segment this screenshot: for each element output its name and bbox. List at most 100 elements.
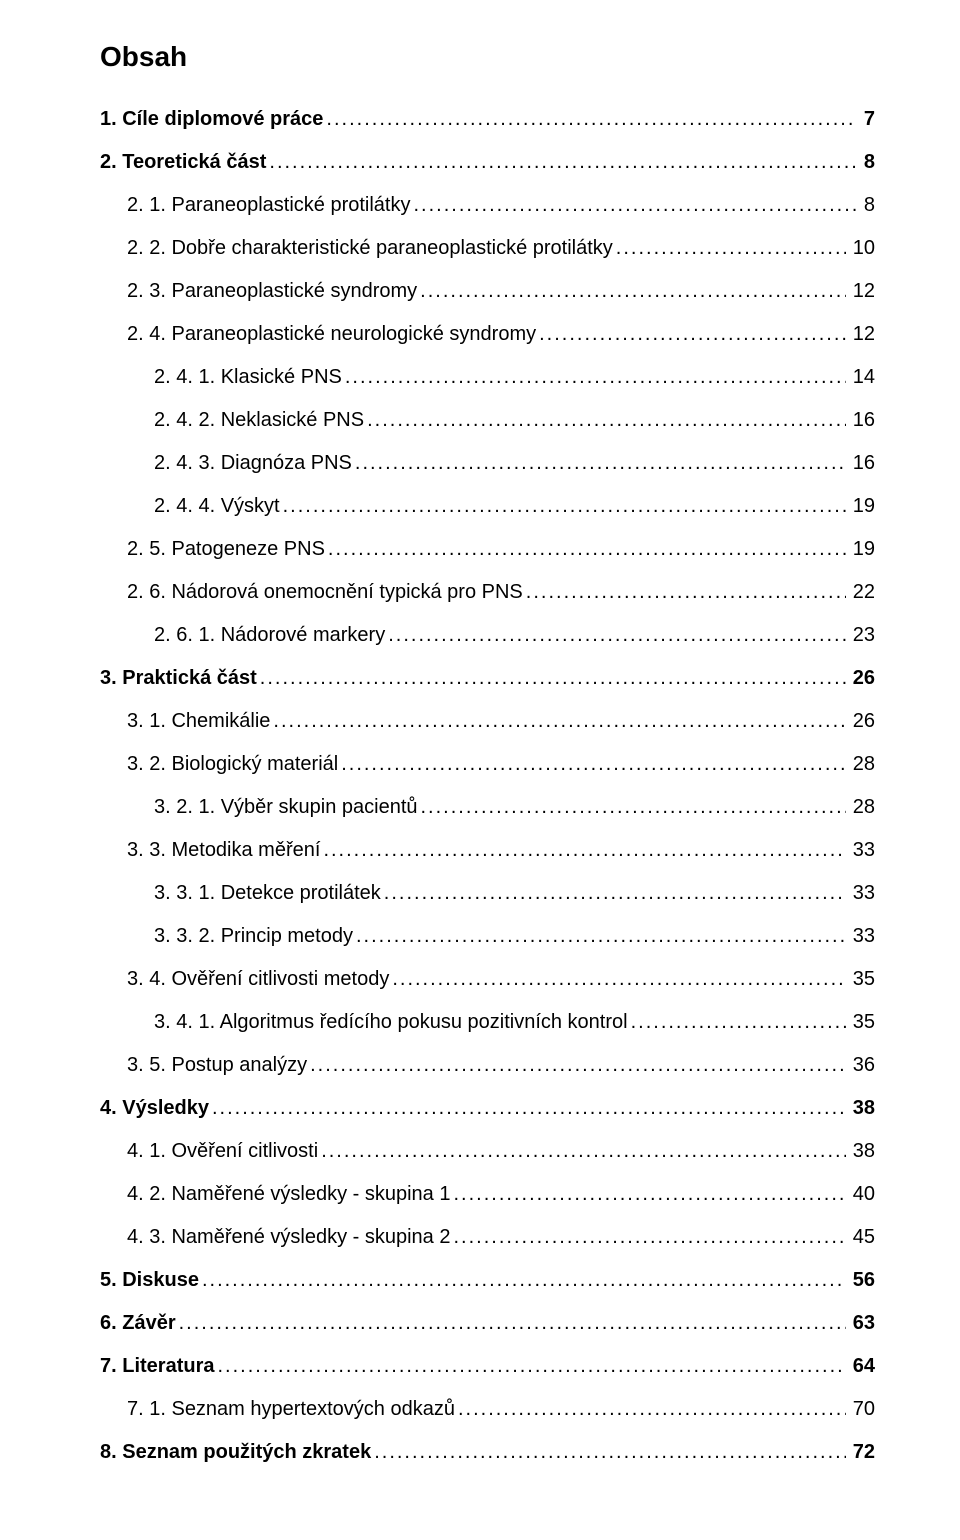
toc-entry-label: 6. Závěr (100, 1308, 176, 1338)
toc-leader-dots (414, 190, 857, 220)
toc-entry-page: 12 (853, 276, 875, 306)
toc-leader-dots (421, 792, 846, 822)
toc-leader-dots (420, 276, 846, 306)
toc-entry: 2. 4. Paraneoplastické neurologické synd… (100, 319, 875, 349)
toc-leader-dots (454, 1222, 846, 1252)
toc-entry-page: 28 (853, 792, 875, 822)
toc-entry-page: 26 (853, 663, 875, 693)
toc-entry-label: 2. 4. 3. Diagnóza PNS (154, 448, 352, 478)
toc-entry-label: 4. Výsledky (100, 1093, 209, 1123)
toc-entry: 3. 1. Chemikálie 26 (100, 706, 875, 736)
toc-entry: 3. 4. Ověření citlivosti metody 35 (100, 964, 875, 994)
toc-entry-page: 8 (864, 190, 875, 220)
toc-entry-page: 26 (853, 706, 875, 736)
toc-entry-page: 64 (853, 1351, 875, 1381)
toc-entry-page: 33 (853, 835, 875, 865)
toc-entry-page: 14 (853, 362, 875, 392)
toc-leader-dots (283, 491, 846, 521)
toc-entry-label: 2. 4. 1. Klasické PNS (154, 362, 342, 392)
toc-entry: 2. 5. Patogeneze PNS19 (100, 534, 875, 564)
toc-entry-label: 2. 4. 2. Neklasické PNS (154, 405, 364, 435)
toc-entry-label: 2. 6. Nádorová onemocnění typická pro PN… (127, 577, 523, 607)
toc-leader-dots (345, 362, 846, 392)
toc-entry-page: 40 (853, 1179, 875, 1209)
toc-leader-dots (631, 1007, 846, 1037)
toc-entry: 3. 4. 1. Algoritmus ředícího pokusu pozi… (100, 1007, 875, 1037)
toc-entry-page: 33 (853, 878, 875, 908)
toc-leader-dots (388, 620, 846, 650)
toc-entry-label: 7. Literatura (100, 1351, 214, 1381)
toc-entry: 2. 4. 2. Neklasické PNS 16 (100, 405, 875, 435)
toc-entry-page: 16 (853, 448, 875, 478)
toc-entry: 2. 3. Paraneoplastické syndromy 12 (100, 276, 875, 306)
toc-entry: 4. 1. Ověření citlivosti38 (100, 1136, 875, 1166)
toc-leader-dots (539, 319, 846, 349)
toc-entry: 8. Seznam použitých zkratek72 (100, 1437, 875, 1467)
toc-entry-label: 2. 4. Paraneoplastické neurologické synd… (127, 319, 536, 349)
toc-entry-label: 7. 1. Seznam hypertextových odkazů (127, 1394, 455, 1424)
toc-entry-page: 10 (853, 233, 875, 263)
toc-entry: 3. 2. Biologický materiál 28 (100, 749, 875, 779)
toc-leader-dots (616, 233, 846, 263)
toc-entry: 4. 3. Naměřené výsledky - skupina 245 (100, 1222, 875, 1252)
toc-entry-label: 3. Praktická část (100, 663, 257, 693)
toc-leader-dots (202, 1265, 846, 1295)
toc-leader-dots (374, 1437, 846, 1467)
toc-entry: 2. 1. Paraneoplastické protilátky8 (100, 190, 875, 220)
toc-leader-dots (355, 448, 846, 478)
toc-entry-page: 12 (853, 319, 875, 349)
toc-entry: 2. 6. 1. Nádorové markery23 (100, 620, 875, 650)
toc-entry-page: 35 (853, 1007, 875, 1037)
toc-entry-label: 2. 4. 4. Výskyt (154, 491, 280, 521)
toc-entry-page: 70 (853, 1394, 875, 1424)
toc-entry-label: 3. 5. Postup analýzy (127, 1050, 307, 1080)
toc-entry-label: 8. Seznam použitých zkratek (100, 1437, 371, 1467)
toc-entry: 3. 3. Metodika měření 33 (100, 835, 875, 865)
toc-entry: 3. 3. 2. Princip metody 33 (100, 921, 875, 951)
toc-entry: 4. Výsledky38 (100, 1093, 875, 1123)
toc-leader-dots (323, 835, 845, 865)
toc-title: Obsah (100, 36, 875, 78)
toc-entry-label: 2. 3. Paraneoplastické syndromy (127, 276, 417, 306)
toc-entry-label: 3. 2. 1. Výběr skupin pacientů (154, 792, 418, 822)
toc-leader-dots (273, 706, 845, 736)
toc-entry: 6. Závěr 63 (100, 1308, 875, 1338)
toc-entry-page: 7 (864, 104, 875, 134)
toc-leader-dots (260, 663, 846, 693)
toc-entry-label: 3. 1. Chemikálie (127, 706, 270, 736)
toc-leader-dots (526, 577, 846, 607)
toc-entry-label: 2. 5. Patogeneze PNS (127, 534, 325, 564)
toc-entry: 4. 2. Naměřené výsledky - skupina 1 40 (100, 1179, 875, 1209)
toc-entry-page: 36 (853, 1050, 875, 1080)
toc-leader-dots (367, 405, 846, 435)
toc-entry: 3. 3. 1. Detekce protilátek 33 (100, 878, 875, 908)
toc-leader-dots (356, 921, 846, 951)
toc-entry: 2. 4. 1. Klasické PNS 14 (100, 362, 875, 392)
toc-entry-label: 4. 3. Naměřené výsledky - skupina 2 (127, 1222, 451, 1252)
toc-entry: 3. Praktická část 26 (100, 663, 875, 693)
toc-entry-label: 1. Cíle diplomové práce (100, 104, 323, 134)
toc-entry: 5. Diskuse56 (100, 1265, 875, 1295)
toc-entry-label: 3. 3. 2. Princip metody (154, 921, 353, 951)
toc-entry-label: 4. 1. Ověření citlivosti (127, 1136, 318, 1166)
toc-leader-dots (326, 104, 856, 134)
toc-list: 1. Cíle diplomové práce72. Teoretická čá… (100, 104, 875, 1467)
toc-entry-page: 19 (853, 491, 875, 521)
toc-entry-label: 2. 6. 1. Nádorové markery (154, 620, 385, 650)
toc-entry-page: 56 (853, 1265, 875, 1295)
toc-entry-page: 16 (853, 405, 875, 435)
toc-leader-dots (458, 1394, 846, 1424)
toc-entry-label: 4. 2. Naměřené výsledky - skupina 1 (127, 1179, 451, 1209)
toc-entry-label: 3. 2. Biologický materiál (127, 749, 338, 779)
toc-entry-page: 35 (853, 964, 875, 994)
toc-entry: 7. Literatura 64 (100, 1351, 875, 1381)
toc-entry-label: 3. 4. Ověření citlivosti metody (127, 964, 389, 994)
toc-leader-dots (384, 878, 846, 908)
toc-entry-page: 28 (853, 749, 875, 779)
toc-entry-page: 63 (853, 1308, 875, 1338)
toc-leader-dots (212, 1093, 846, 1123)
toc-entry-page: 33 (853, 921, 875, 951)
toc-leader-dots (269, 147, 856, 177)
toc-entry-label: 3. 3. 1. Detekce protilátek (154, 878, 381, 908)
toc-entry-label: 3. 3. Metodika měření (127, 835, 320, 865)
